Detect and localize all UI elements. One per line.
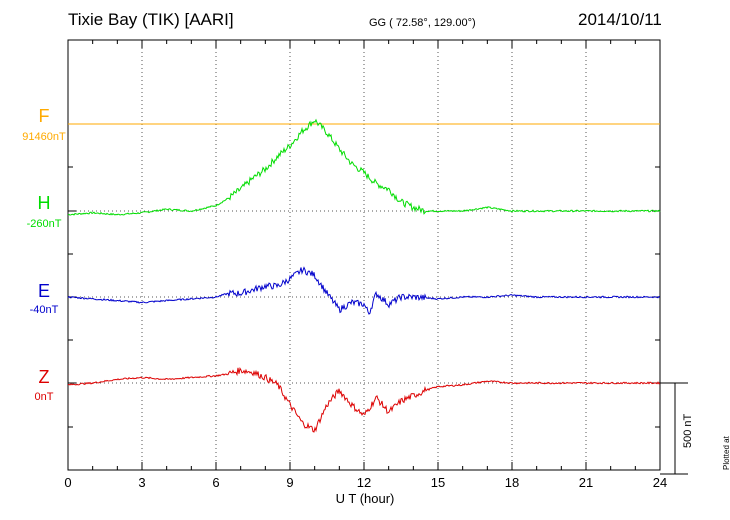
f-baseline-label: 91460nT bbox=[22, 131, 66, 143]
z-component-label: Z bbox=[38, 367, 50, 387]
x-tick-label-6: 18 bbox=[505, 475, 519, 490]
x-tick-label-2: 6 bbox=[212, 475, 219, 490]
x-tick-label-3: 9 bbox=[286, 475, 293, 490]
x-tick-label-1: 3 bbox=[138, 475, 145, 490]
series-h-line bbox=[67, 118, 661, 216]
x-tick-label-4: 12 bbox=[357, 475, 371, 490]
series-e-line bbox=[67, 266, 661, 315]
e-baseline-label: -40nT bbox=[29, 304, 59, 316]
f-component-label: F bbox=[38, 106, 50, 126]
x-tick-label-5: 15 bbox=[431, 475, 445, 490]
station-coordinates: GG ( 72.58°, 129.00°) bbox=[369, 17, 476, 29]
x-axis-label: U T (hour) bbox=[335, 491, 395, 506]
h-component-label: H bbox=[37, 193, 51, 213]
h-baseline-label: -260nT bbox=[26, 218, 62, 230]
z-baseline-label: 0nT bbox=[34, 391, 54, 403]
x-tick-label-8: 24 bbox=[653, 475, 667, 490]
series-z-line bbox=[67, 366, 661, 433]
scale-bar-label: 500 nT bbox=[682, 413, 694, 448]
e-component-label: E bbox=[37, 281, 50, 301]
x-tick-label-0: 0 bbox=[64, 475, 71, 490]
x-tick-label-7: 21 bbox=[579, 475, 593, 490]
plotted-timestamp: Plotted at 2014/11/11 01:31 UT bbox=[722, 436, 730, 470]
station-title: Tixie Bay (TIK) [AARI] bbox=[68, 10, 234, 29]
chart-date: 2014/10/11 bbox=[578, 10, 662, 29]
